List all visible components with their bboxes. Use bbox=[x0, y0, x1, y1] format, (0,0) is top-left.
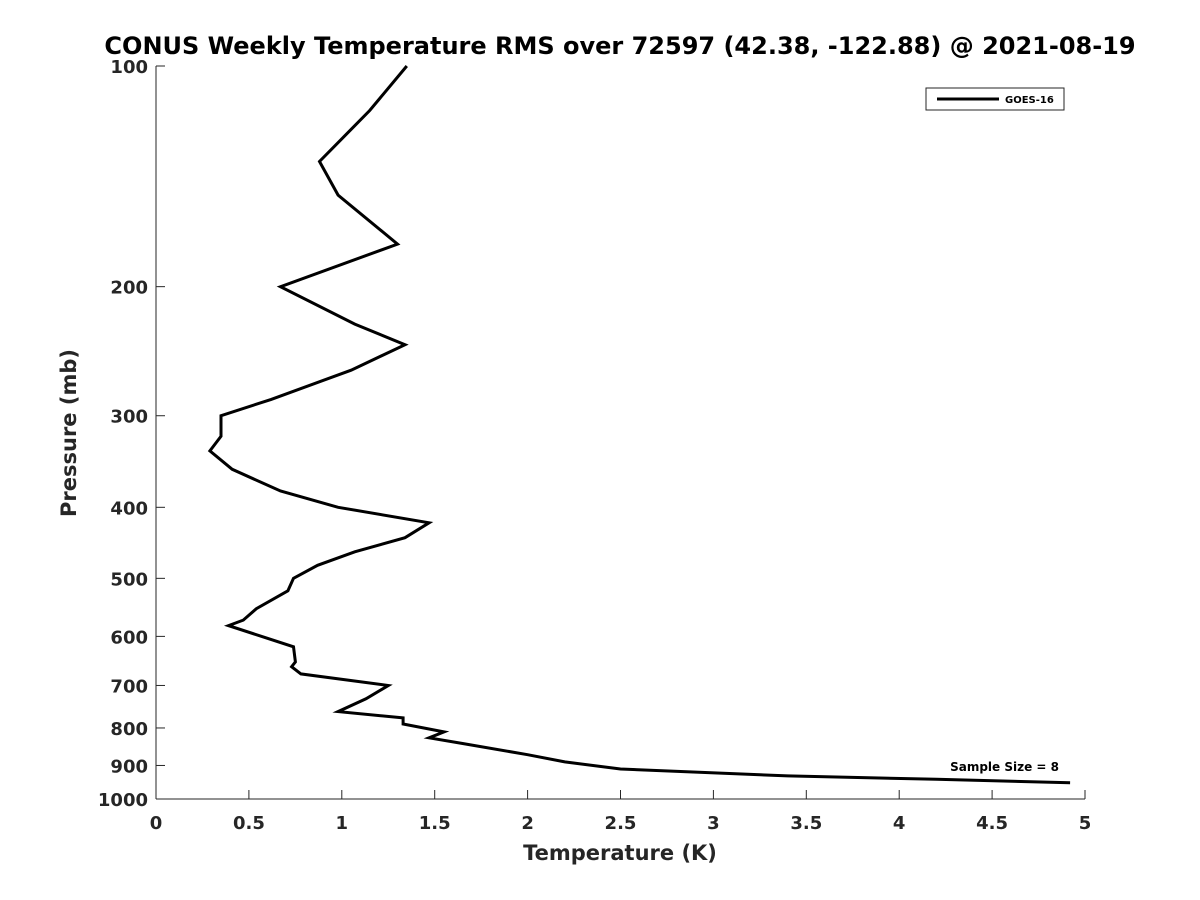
x-tick-label: 0 bbox=[150, 813, 163, 834]
y-tick-label: 600 bbox=[110, 627, 148, 648]
x-tick-label: 2 bbox=[521, 813, 534, 834]
y-tick-label: 200 bbox=[110, 278, 148, 299]
x-tick-label: 3.5 bbox=[790, 813, 822, 834]
x-tick-label: 0.5 bbox=[233, 813, 265, 834]
series-line-goes-16 bbox=[207, 65, 1071, 785]
y-tick-label: 400 bbox=[110, 498, 148, 519]
sample-size-annotation: Sample Size = 8 bbox=[950, 760, 1059, 774]
x-tick-label: 5 bbox=[1079, 813, 1092, 834]
chart-title: CONUS Weekly Temperature RMS over 72597 … bbox=[104, 32, 1135, 60]
y-tick-label: 900 bbox=[110, 756, 148, 777]
x-axis-label: Temperature (K) bbox=[523, 841, 717, 865]
x-tick-label: 1 bbox=[336, 813, 349, 834]
y-tick-label: 500 bbox=[110, 569, 148, 590]
x-tick-label: 4 bbox=[893, 813, 906, 834]
y-ticks: 100 200 300 400 500 600 700 800 900 1000 bbox=[98, 57, 165, 811]
x-tick-label: 4.5 bbox=[976, 813, 1008, 834]
x-ticks: 0 0.5 1 1.5 2 2.5 3 3.5 4 4.5 5 bbox=[150, 790, 1092, 834]
x-tick-label: 2.5 bbox=[605, 813, 637, 834]
y-tick-label: 100 bbox=[110, 57, 148, 78]
y-tick-label: 300 bbox=[110, 407, 148, 428]
y-tick-label: 800 bbox=[110, 719, 148, 740]
x-tick-label: 3 bbox=[707, 813, 720, 834]
y-axis-label: Pressure (mb) bbox=[57, 349, 81, 517]
x-tick-label: 1.5 bbox=[419, 813, 451, 834]
legend: GOES-16 bbox=[925, 87, 1065, 111]
y-tick-label: 1000 bbox=[98, 790, 148, 811]
plot-area bbox=[156, 66, 1085, 799]
y-tick-label: 700 bbox=[110, 676, 148, 697]
legend-label: GOES-16 bbox=[1005, 95, 1054, 106]
